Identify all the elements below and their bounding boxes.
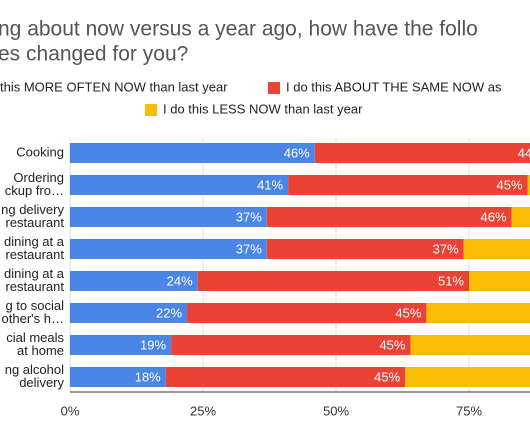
y-tick-label: ng delivery bbox=[1, 202, 64, 217]
value-label: 37% bbox=[433, 241, 459, 256]
bar-segment bbox=[165, 367, 406, 387]
y-tick-label: dining at a bbox=[4, 266, 65, 281]
bar-segment bbox=[197, 271, 469, 291]
y-tick-label: restaurant bbox=[5, 215, 64, 230]
chart-title: ng about now versus a year ago, how have… bbox=[0, 18, 478, 41]
bar-segment bbox=[70, 239, 267, 259]
value-label: 37% bbox=[236, 241, 262, 256]
value-label: 46% bbox=[481, 209, 507, 224]
bar-segment bbox=[266, 239, 464, 259]
bar-segment bbox=[70, 335, 172, 355]
bar-segment bbox=[511, 207, 530, 227]
x-tick-label: 0% bbox=[61, 403, 80, 418]
bar-segment bbox=[405, 367, 530, 387]
legend-swatch bbox=[268, 82, 280, 94]
y-tick-label: ng alcohol bbox=[5, 362, 64, 377]
bar-segment bbox=[70, 207, 267, 227]
bar-segment bbox=[469, 271, 530, 291]
value-label: 45% bbox=[395, 305, 421, 320]
bar-segment bbox=[70, 367, 166, 387]
bar-segment bbox=[410, 335, 530, 355]
y-tick-label: Ordering bbox=[13, 170, 64, 185]
bar-segment bbox=[70, 303, 188, 323]
bar-segment bbox=[70, 271, 198, 291]
y-tick-label: dining at a bbox=[4, 234, 65, 249]
value-label: 45% bbox=[496, 177, 522, 192]
bar-segment bbox=[463, 239, 530, 259]
y-tick-label: delivery bbox=[19, 375, 64, 390]
y-tick-label: cial meals bbox=[6, 330, 64, 345]
legend-swatch bbox=[145, 104, 157, 116]
y-tick-label: ckup fro… bbox=[5, 183, 64, 198]
legend-label: this MORE OFTEN NOW than last year bbox=[0, 79, 228, 94]
value-label: 18% bbox=[135, 369, 161, 384]
value-label: 37% bbox=[236, 209, 262, 224]
value-label: 45% bbox=[374, 369, 400, 384]
y-tick-label: g to social bbox=[5, 298, 64, 313]
value-label: 45% bbox=[379, 337, 405, 352]
bar-segment bbox=[527, 175, 530, 195]
bar-segment bbox=[266, 207, 512, 227]
value-label: 22% bbox=[156, 305, 182, 320]
legend-label: I do this ABOUT THE SAME NOW as bbox=[286, 79, 502, 94]
bar-segment bbox=[70, 175, 289, 195]
x-tick-label: 50% bbox=[323, 403, 349, 418]
bar-segment bbox=[288, 175, 528, 195]
y-tick-label: restaurant bbox=[5, 279, 64, 294]
bar-segment bbox=[171, 335, 411, 355]
y-tick-label: other's h… bbox=[2, 311, 64, 326]
value-label: 24% bbox=[167, 273, 193, 288]
chart-title: es changed for you? bbox=[0, 43, 188, 66]
legend-label: I do this LESS NOW than last year bbox=[163, 101, 363, 116]
value-label: 44% bbox=[518, 145, 530, 160]
x-tick-label: 25% bbox=[190, 403, 216, 418]
value-label: 19% bbox=[140, 337, 166, 352]
bar-segment bbox=[314, 143, 530, 163]
y-tick-label: at home bbox=[17, 343, 64, 358]
bar-segment bbox=[426, 303, 530, 323]
value-label: 46% bbox=[284, 145, 310, 160]
bar-segment bbox=[70, 143, 315, 163]
value-label: 41% bbox=[257, 177, 283, 192]
bar-segment bbox=[187, 303, 427, 323]
y-tick-label: Cooking bbox=[16, 144, 64, 159]
x-tick-label: 75% bbox=[456, 403, 482, 418]
value-label: 51% bbox=[438, 273, 464, 288]
y-tick-label: restaurant bbox=[5, 247, 64, 262]
